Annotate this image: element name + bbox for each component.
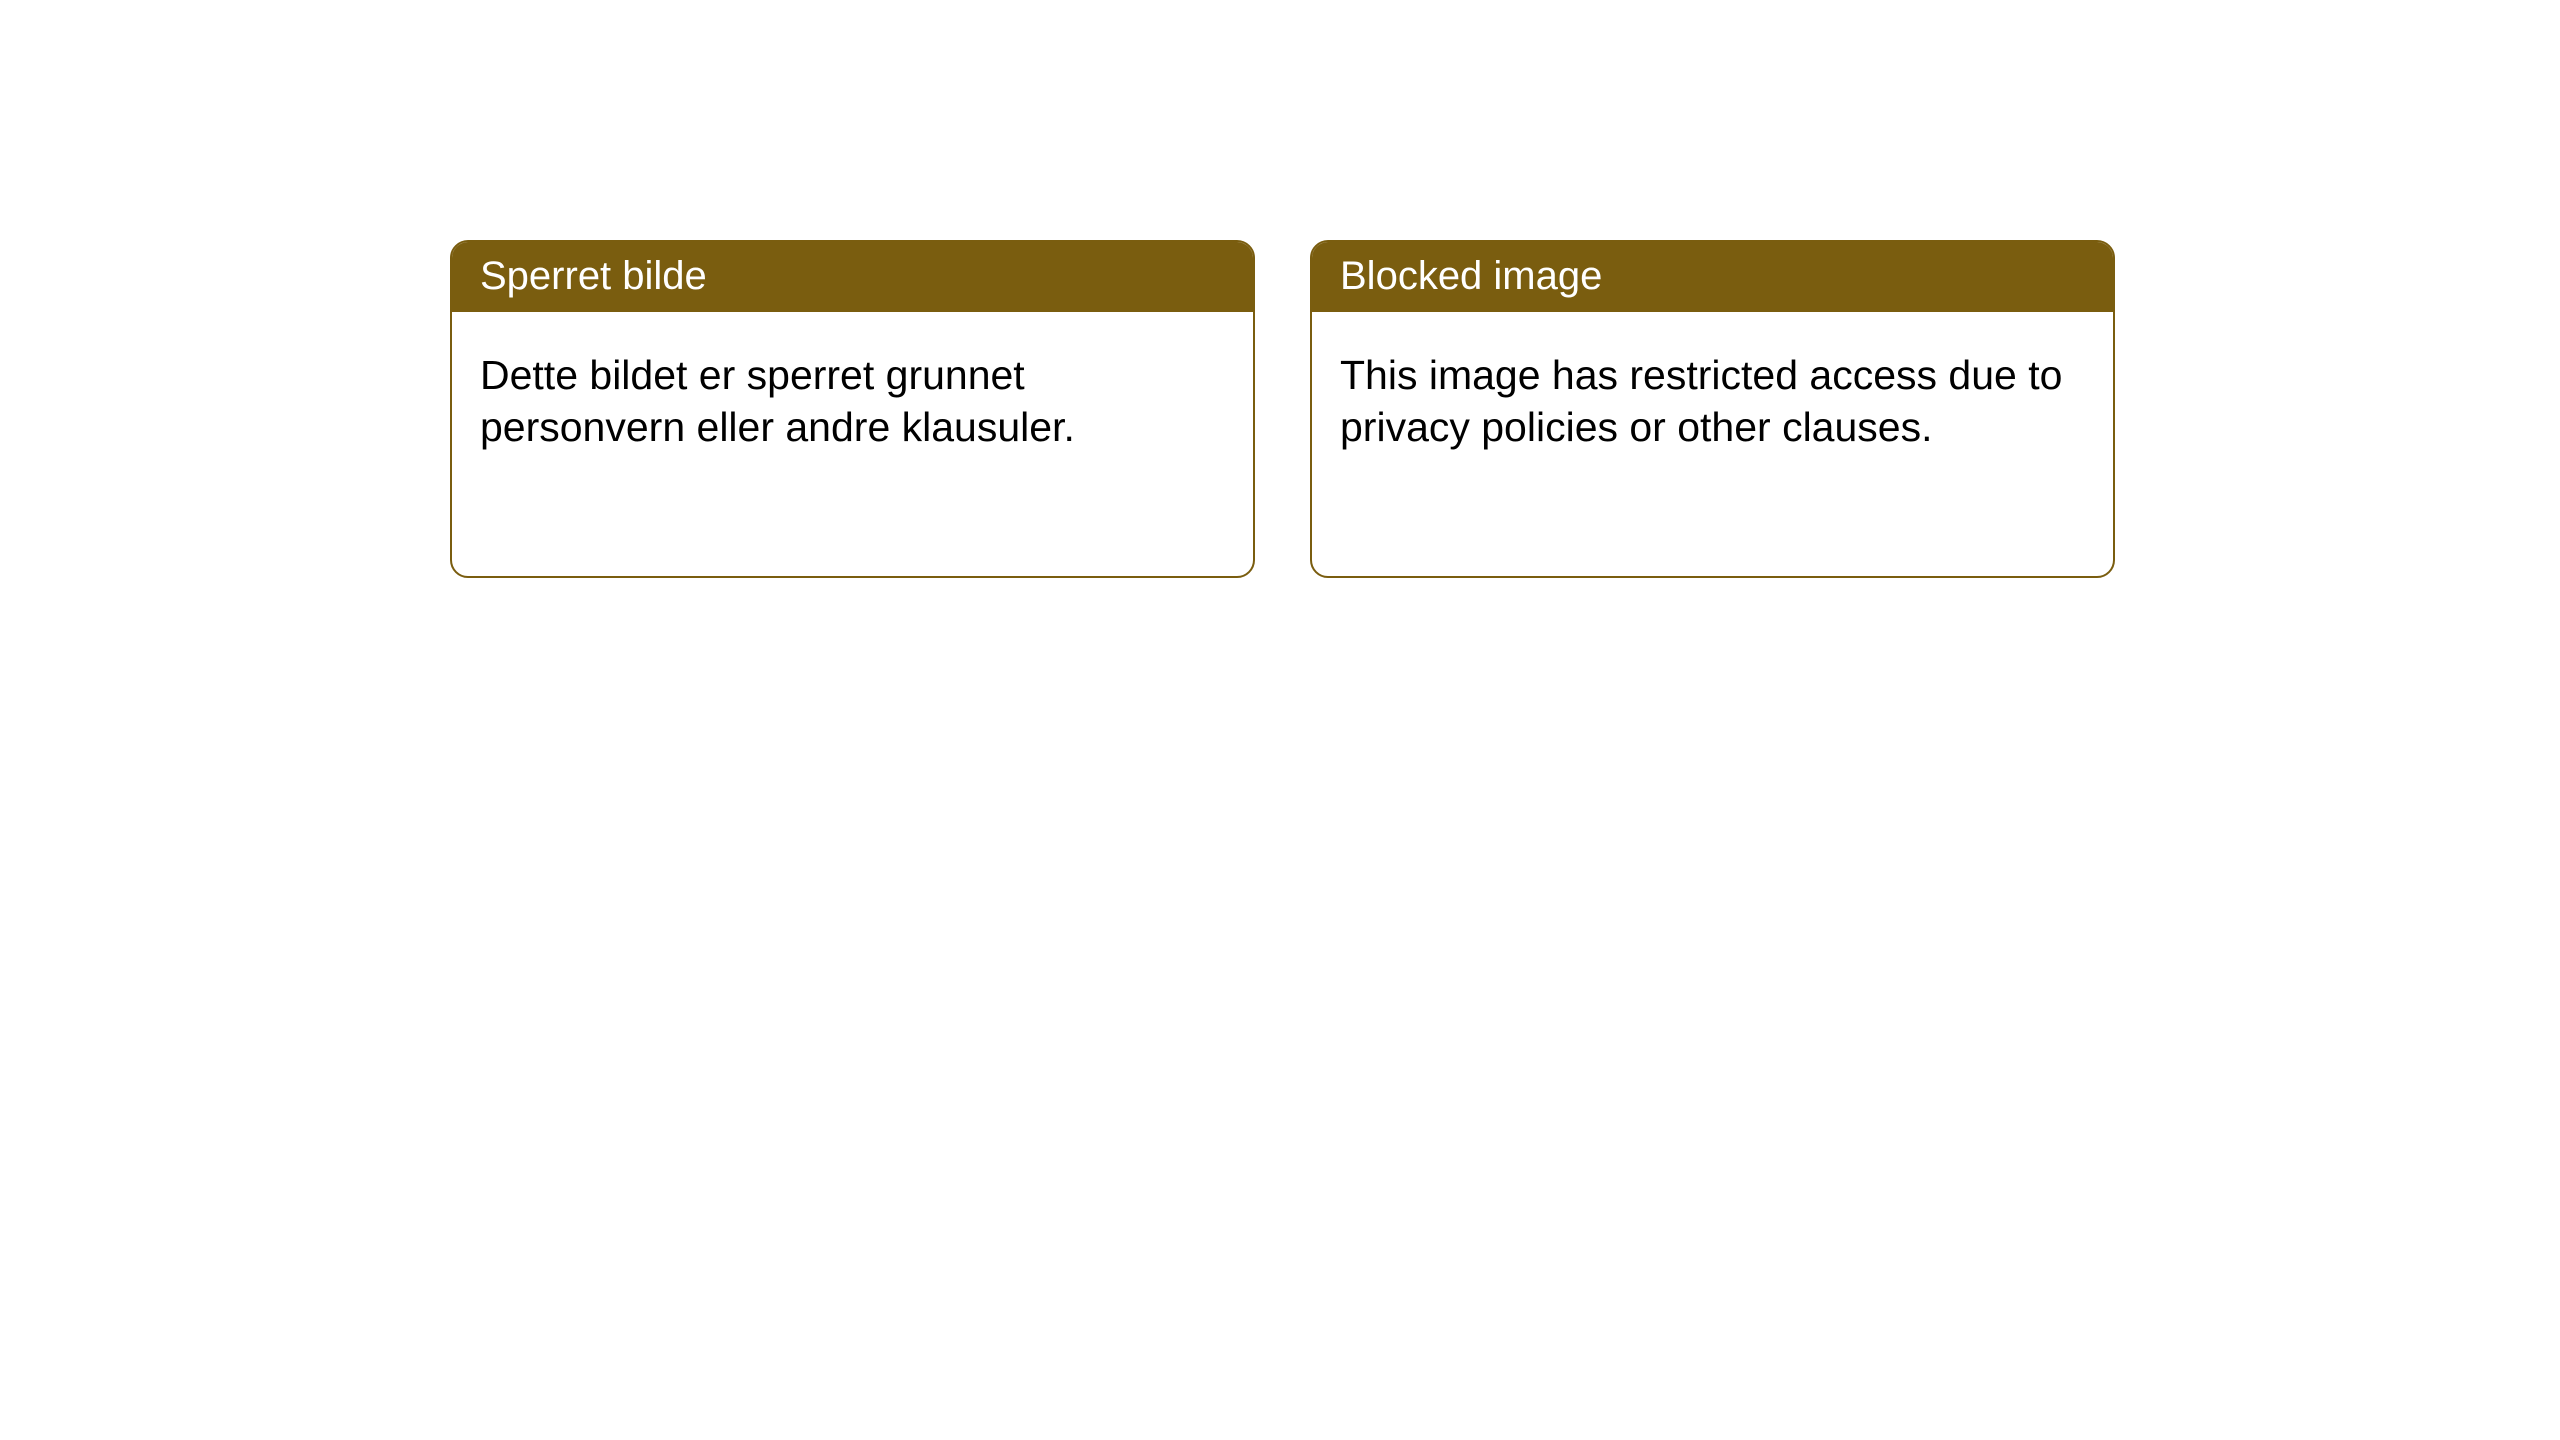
blocked-image-notices: Sperret bilde Dette bildet er sperret gr…: [450, 240, 2115, 578]
card-title-english: Blocked image: [1312, 242, 2113, 312]
card-title-norwegian: Sperret bilde: [452, 242, 1253, 312]
card-body-norwegian: Dette bildet er sperret grunnet personve…: [452, 312, 1253, 481]
blocked-image-card-english: Blocked image This image has restricted …: [1310, 240, 2115, 578]
blocked-image-card-norwegian: Sperret bilde Dette bildet er sperret gr…: [450, 240, 1255, 578]
card-body-english: This image has restricted access due to …: [1312, 312, 2113, 481]
